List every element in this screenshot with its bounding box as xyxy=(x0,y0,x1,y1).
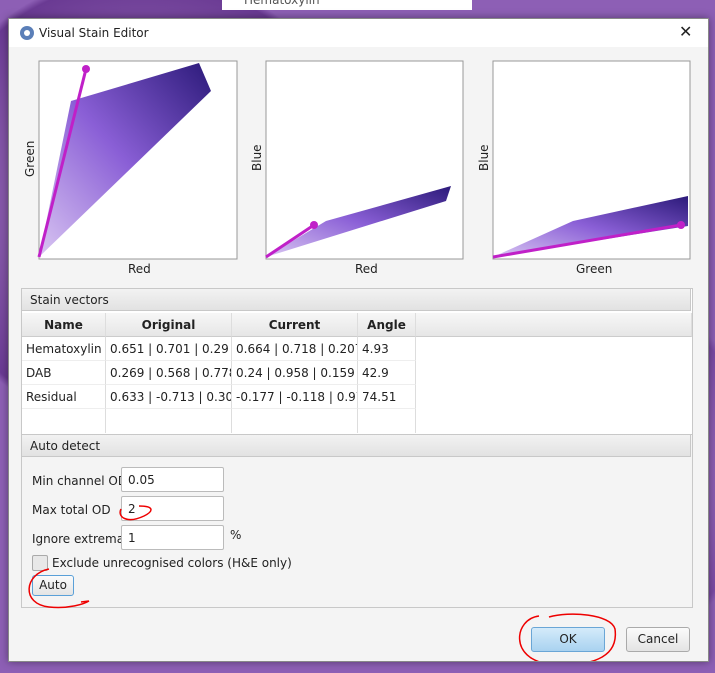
panel-title: Stain vectors xyxy=(21,288,691,311)
table-cell: Hematoxylin xyxy=(22,337,106,361)
x-axis-label: Green xyxy=(576,262,613,276)
plot-3 xyxy=(492,60,691,260)
app-icon xyxy=(20,26,34,40)
column-header: Name xyxy=(22,313,106,337)
cancel-button[interactable]: Cancel xyxy=(626,627,690,652)
field-label: Ignore extrema xyxy=(32,532,125,546)
table-cell: 74.51 xyxy=(358,385,416,409)
table: Name Original Current Angle Hematoxylin 0.651… xyxy=(22,313,692,433)
text-input[interactable]: 0.05 xyxy=(121,467,224,492)
text-input[interactable]: 1 xyxy=(121,525,224,550)
table-cell: 4.93 xyxy=(358,337,416,361)
column-header-filler xyxy=(416,313,692,337)
empty-cell xyxy=(22,409,106,433)
close-button[interactable]: ✕ xyxy=(679,22,693,41)
checkbox-label: Exclude unrecognised colors (H&E only) xyxy=(52,556,292,570)
empty-cell xyxy=(358,409,416,433)
background-label: Hematoxylin xyxy=(244,0,320,7)
field-label: Max total OD xyxy=(32,503,111,517)
title-bar: Visual Stain Editor ✕ xyxy=(9,19,708,47)
column-header: Original xyxy=(106,313,232,337)
unit-label: % xyxy=(230,528,242,542)
plot-1 xyxy=(37,60,238,260)
column-header: Angle xyxy=(358,313,416,337)
auto-detect-panel: Auto detect Min channel OD 0.05 Max tota… xyxy=(21,434,693,608)
dialog: Visual Stain Editor ✕ Green Red Blue Red… xyxy=(8,18,709,662)
y-axis-label: Blue xyxy=(477,144,491,171)
y-axis-label: Green xyxy=(23,140,37,177)
auto-button[interactable]: Auto xyxy=(32,575,74,596)
table-cell: DAB xyxy=(22,361,106,385)
checkbox[interactable] xyxy=(32,555,48,571)
y-axis-label: Blue xyxy=(250,144,264,171)
panel-title: Auto detect xyxy=(21,434,691,457)
field-label: Min channel OD xyxy=(32,474,128,488)
table-cell: 0.269 | 0.568 | 0.778 xyxy=(106,361,232,385)
table-cell: 0.24 | 0.958 | 0.159 xyxy=(232,361,358,385)
text-input[interactable]: 2 xyxy=(121,496,224,521)
table-cell: Residual xyxy=(22,385,106,409)
table-cell: 0.664 | 0.718 | 0.207 xyxy=(232,337,358,361)
x-axis-label: Red xyxy=(128,262,151,276)
table-cell: 0.633 | -0.713 | 0.302 xyxy=(106,385,232,409)
plots xyxy=(37,60,691,260)
table-cell: 0.651 | 0.701 | 0.29 xyxy=(106,337,232,361)
stain-vectors-panel: Stain vectors Name Original Current Angle He… xyxy=(21,288,693,435)
plot-2 xyxy=(265,60,464,260)
x-axis-label: Red xyxy=(355,262,378,276)
table-cell: 42.9 xyxy=(358,361,416,385)
background-window: Hematoxylin xyxy=(222,0,472,10)
empty-cell xyxy=(232,409,358,433)
table-cell: -0.177 | -0.118 | 0.977 xyxy=(232,385,358,409)
ok-button[interactable]: OK xyxy=(531,627,605,652)
window-title: Visual Stain Editor xyxy=(39,26,149,40)
empty-cell xyxy=(106,409,232,433)
column-header: Current xyxy=(232,313,358,337)
